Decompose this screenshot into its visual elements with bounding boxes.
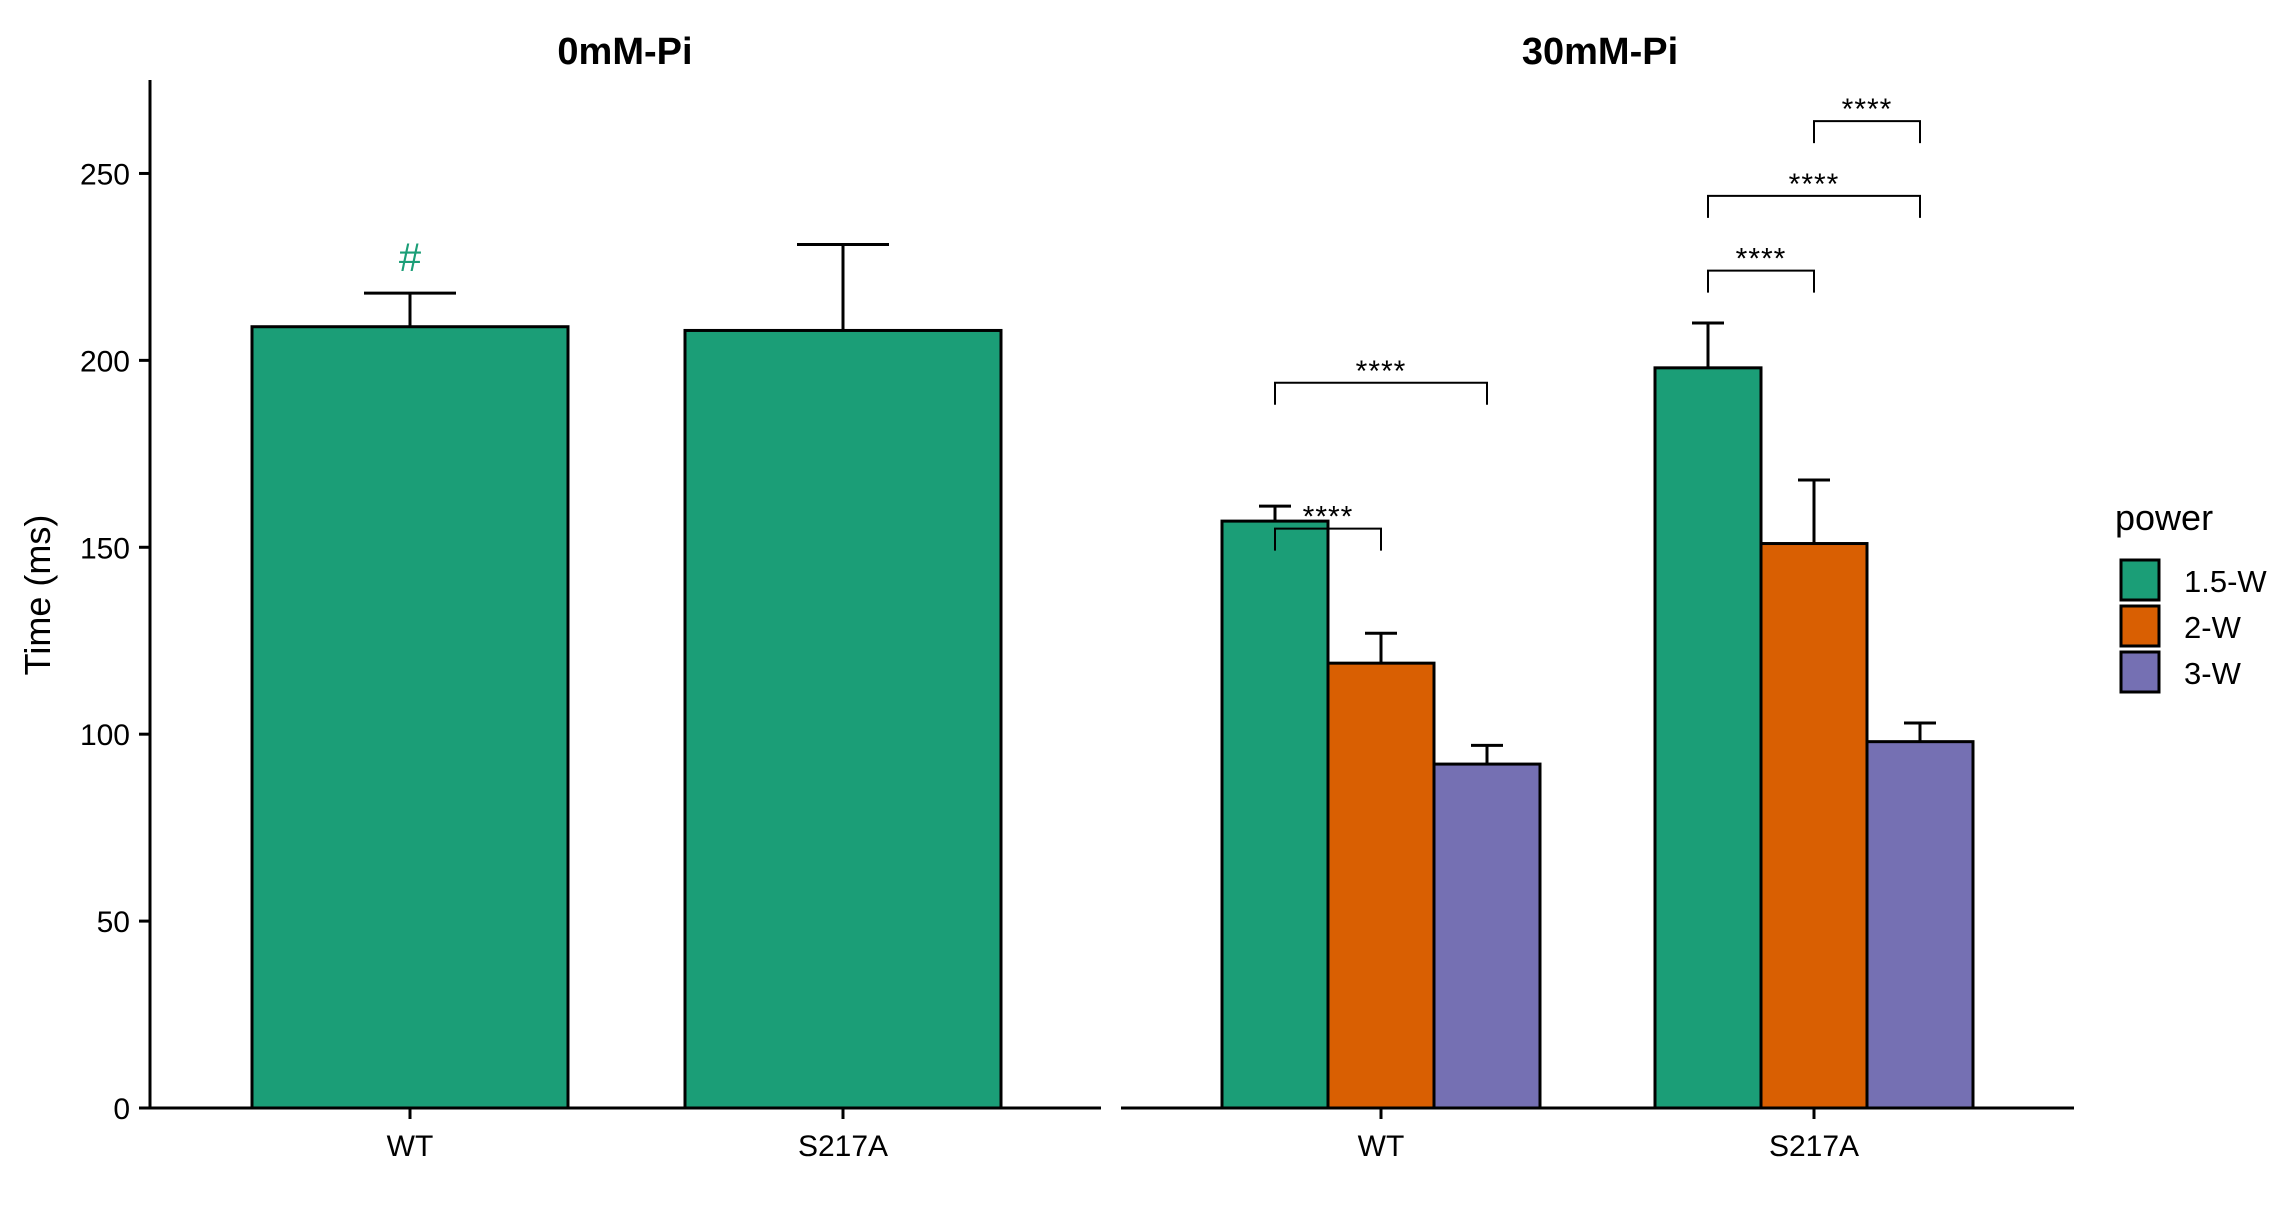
significance-bracket [1707,194,1921,218]
significance-label: **** [1356,355,1407,388]
significance-label: **** [1736,243,1787,276]
significance-label: **** [1842,93,1893,126]
y-tick-label: 150 [80,532,130,565]
x-tick-label: S217A [798,1130,888,1163]
significance-bracket [1707,269,1815,293]
bar [1653,366,1763,1110]
bar [1865,740,1975,1110]
significance-bracket [1274,381,1488,405]
significance-label: **** [1303,501,1354,534]
facet-30mM-Pi: 30mM-Pi WT S217A **** **** **** **** **** [1121,31,2074,1163]
facet-0mM-Pi: 0mM-Pi WT S217A # [148,31,1101,1163]
x-tick-label: WT [387,1130,434,1163]
legend-title: power [2115,497,2213,538]
x-tick-label: S217A [1769,1130,1859,1163]
bar [1326,661,1436,1110]
x-tick-label: WT [1358,1130,1405,1163]
y-tick-label: 100 [80,719,130,752]
y-axis-title: Time (ms) [17,515,58,676]
y-axis: 0 50 100 150 200 250 [80,80,152,1126]
bar [1220,519,1330,1110]
significance-bracket [1813,120,1921,144]
significance-hash: # [399,236,422,280]
bar [1759,542,1869,1110]
facet-title: 0mM-Pi [557,31,692,73]
bar [683,328,1003,1110]
y-tick-label: 200 [80,345,130,378]
y-tick-label: 50 [97,906,130,939]
legend: power 1.5-W 2-W 3-W [2115,497,2267,694]
significance-label: **** [1789,168,1840,201]
significance-bracket [1274,527,1382,551]
bar [250,325,570,1110]
legend-label: 3-W [2184,656,2242,691]
legend-swatch [2119,558,2161,602]
legend-label: 1.5-W [2184,564,2267,599]
bar [1432,762,1542,1110]
y-tick-label: 0 [113,1093,130,1126]
legend-swatch [2119,604,2161,648]
legend-label: 2-W [2184,610,2242,645]
legend-swatch [2119,650,2161,694]
y-tick-label: 250 [80,158,130,191]
facet-title: 30mM-Pi [1522,31,1678,73]
